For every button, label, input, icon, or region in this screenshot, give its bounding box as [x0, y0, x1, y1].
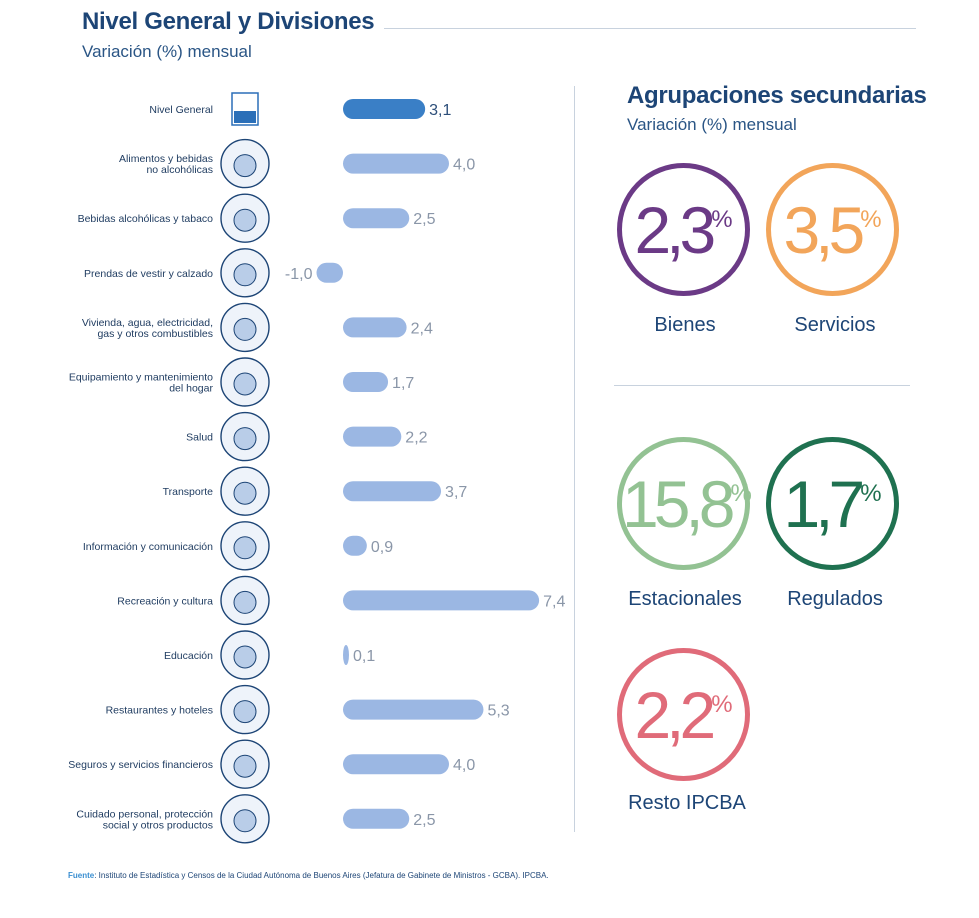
category-label: Recreación y cultura: [117, 595, 213, 607]
category-label: Nivel General: [149, 104, 213, 116]
bar: [343, 317, 407, 338]
category-label: Prendas de vestir y calzado: [84, 268, 213, 280]
bar: [343, 208, 410, 229]
bar: [343, 645, 349, 665]
icon-glyph: [233, 208, 257, 232]
bar: [343, 699, 484, 720]
bienes-circle: 2,3%: [617, 163, 750, 296]
secondary-groups-subtitle: Variación (%) mensual: [627, 115, 797, 134]
value-label: 2,5: [413, 812, 435, 829]
header-divider: [384, 28, 916, 29]
bienes-value: 2,3%: [634, 193, 733, 267]
icon-glyph: [233, 645, 257, 669]
icon-glyph: [233, 263, 257, 287]
category-label: Equipamiento y mantenimiento del hogar: [69, 372, 214, 395]
value-label: 3,7: [445, 484, 467, 501]
regulados-label: Regulados: [787, 588, 883, 610]
bar: [343, 426, 402, 447]
source-note: Fuente: Instituto de Estadística y Censo…: [68, 871, 549, 880]
servicios-label: Servicios: [794, 314, 876, 336]
icon-glyph: [233, 590, 257, 614]
value-label: 0,9: [371, 539, 393, 556]
estacionales-circle: 15,8%: [617, 437, 752, 570]
chart-title: Nivel General y Divisiones: [82, 8, 375, 35]
category-label: Información y comunicación: [83, 541, 213, 553]
icon-glyph: [233, 372, 257, 396]
secondary-groups-title: Agrupaciones secundarias: [627, 82, 927, 109]
bar: [343, 535, 367, 556]
bar: [343, 754, 449, 775]
chart-subtitle: Variación (%) mensual: [82, 42, 252, 61]
value-label: 4,0: [453, 157, 475, 174]
servicios-circle: 3,5%: [766, 163, 899, 296]
resto-ipcba-label: Resto IPCBA: [628, 792, 746, 814]
ipcba-logo-band: [234, 111, 256, 123]
value-label: 2,4: [411, 320, 433, 337]
bar: [343, 590, 540, 611]
value-label: 1,7: [392, 375, 414, 392]
category-label: Restaurantes y hoteles: [106, 705, 213, 717]
category-label: Alimentos y bebidas no alcohólicas: [119, 153, 213, 176]
vertical-divider: [574, 86, 575, 832]
estacionales-label: Estacionales: [628, 588, 742, 610]
value-label: 3,1: [429, 102, 451, 119]
resto-ipcba-circle: 2,2%: [617, 648, 750, 781]
value-label: 5,3: [487, 703, 509, 720]
category-label: Transporte: [163, 486, 214, 498]
icon-glyph: [233, 427, 257, 451]
value-label: -1,0: [285, 266, 313, 283]
resto-ipcba-value: 2,2%: [634, 678, 733, 752]
horizontal-divider: [614, 385, 910, 386]
bienes-label: Bienes: [654, 314, 716, 336]
icon-glyph: [233, 700, 257, 724]
icon-glyph: [233, 154, 257, 178]
bar: [343, 99, 426, 119]
estacionales-value: 15,8%: [622, 467, 752, 541]
icon-glyph: [233, 754, 257, 778]
servicios-value: 3,5%: [783, 193, 882, 267]
icon-glyph: [233, 809, 257, 833]
category-label: Seguros y servicios financieros: [68, 759, 213, 771]
icon-glyph: [233, 481, 257, 505]
icon-glyph: [233, 536, 257, 560]
bar: [343, 153, 449, 174]
regulados-circle: 1,7%: [766, 437, 899, 570]
category-label: Bebidas alcohólicas y tabaco: [78, 213, 214, 225]
bar: [343, 372, 389, 392]
value-label: 2,2: [405, 430, 427, 447]
value-label: 2,5: [413, 211, 435, 228]
icon-glyph: [233, 317, 257, 341]
category-label: Educación: [164, 650, 213, 662]
category-label: Vivienda, agua, electricidad, gas y otros…: [82, 317, 213, 340]
bar: [316, 262, 343, 283]
category-label: Cuidado personal, protección social y otr…: [76, 808, 213, 831]
value-label: 7,4: [543, 593, 565, 610]
regulados-value: 1,7%: [783, 467, 882, 541]
category-label: Salud: [186, 432, 213, 444]
value-label: 0,1: [353, 648, 375, 665]
bar: [343, 481, 442, 502]
value-label: 4,0: [453, 757, 475, 774]
bar: [343, 808, 410, 829]
